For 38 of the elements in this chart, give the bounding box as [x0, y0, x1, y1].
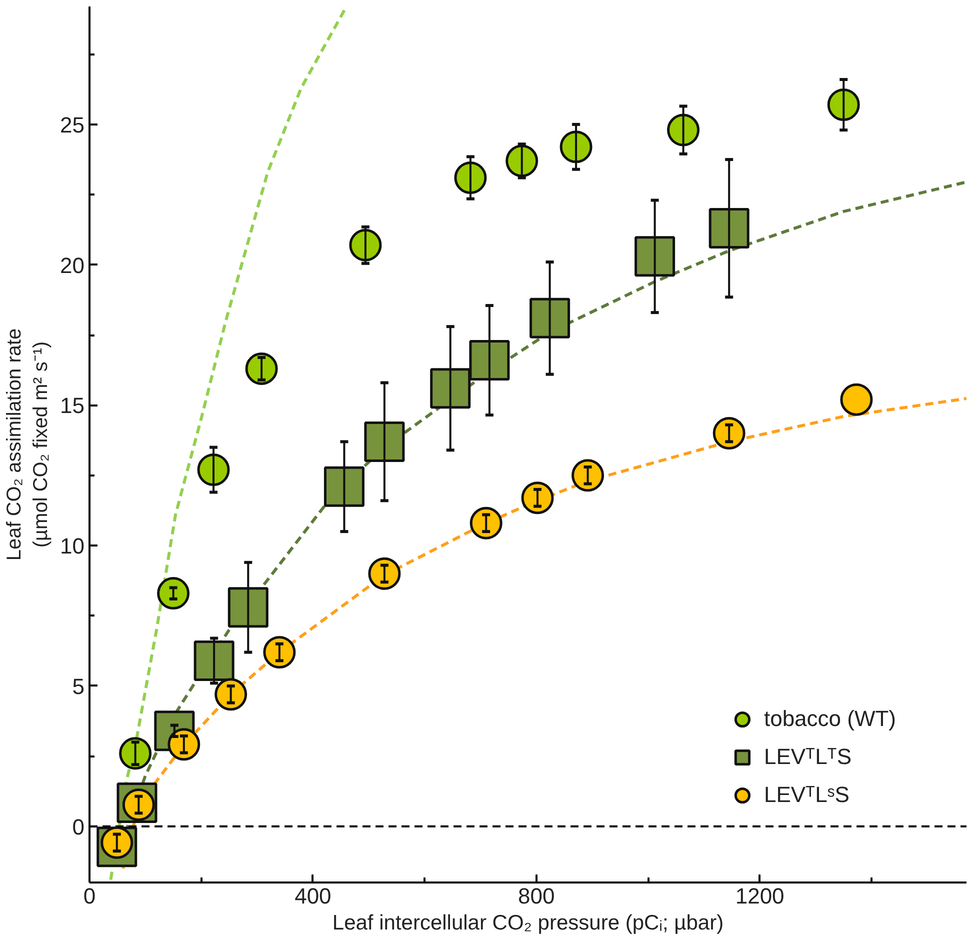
point — [712, 417, 746, 450]
point — [368, 557, 401, 590]
y-tick-label: 20 — [60, 252, 85, 278]
x-tick-label: 400 — [294, 884, 332, 908]
point — [469, 340, 510, 381]
y-axis-title: Leaf CO₂ assimilation rate (µmol CO₂ fixed m² s⁻¹) — [4, 328, 52, 561]
point — [364, 421, 405, 462]
point — [263, 636, 296, 668]
point — [840, 383, 873, 416]
point — [349, 228, 382, 262]
point — [560, 130, 592, 164]
point — [667, 114, 700, 146]
point — [197, 454, 230, 486]
point — [470, 506, 502, 540]
point — [454, 162, 487, 194]
point — [194, 640, 234, 681]
legend-label: LEVᵀLˢS — [764, 782, 850, 808]
y-tick-label: 5 — [72, 674, 85, 699]
point — [521, 482, 554, 514]
point — [827, 88, 860, 121]
point — [506, 144, 538, 178]
point — [708, 208, 750, 249]
legend-label: tobacco (WT) — [764, 706, 896, 732]
y-tick-label: 0 — [72, 814, 85, 840]
point — [228, 587, 268, 628]
line-series — [109, 6, 348, 882]
y-tick-label: 10 — [60, 534, 85, 559]
x-tick-label: 800 — [518, 884, 555, 908]
point — [530, 298, 570, 338]
point — [634, 236, 676, 277]
x-axis-title: Leaf intercellular CO₂ pressure (pCᵢ; µbar) — [332, 912, 724, 934]
point — [324, 466, 364, 507]
y-tick-label: 25 — [60, 112, 85, 138]
legend-label: LEVᵀLᵀS — [764, 744, 852, 770]
x-tick-label: 1200 — [735, 884, 784, 908]
y-tick-label: 15 — [60, 393, 85, 418]
point — [157, 577, 190, 610]
point — [430, 368, 471, 409]
